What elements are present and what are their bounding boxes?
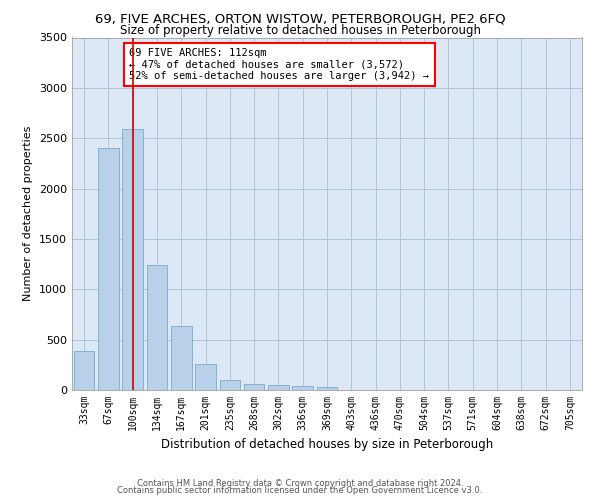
Text: Contains HM Land Registry data © Crown copyright and database right 2024.: Contains HM Land Registry data © Crown c… — [137, 478, 463, 488]
Bar — [244, 384, 265, 390]
Text: 69 FIVE ARCHES: 112sqm
← 47% of detached houses are smaller (3,572)
52% of semi-: 69 FIVE ARCHES: 112sqm ← 47% of detached… — [130, 48, 430, 82]
Bar — [195, 364, 216, 390]
Text: Contains public sector information licensed under the Open Government Licence v3: Contains public sector information licen… — [118, 486, 482, 495]
Bar — [220, 380, 240, 390]
Bar — [122, 129, 143, 390]
Bar — [317, 387, 337, 390]
X-axis label: Distribution of detached houses by size in Peterborough: Distribution of detached houses by size … — [161, 438, 493, 452]
Bar — [268, 385, 289, 390]
Text: Size of property relative to detached houses in Peterborough: Size of property relative to detached ho… — [119, 24, 481, 37]
Bar — [98, 148, 119, 390]
Bar — [292, 386, 313, 390]
Text: 69, FIVE ARCHES, ORTON WISTOW, PETERBOROUGH, PE2 6FQ: 69, FIVE ARCHES, ORTON WISTOW, PETERBORO… — [95, 12, 505, 26]
Bar — [74, 350, 94, 390]
Bar — [146, 264, 167, 390]
Bar — [171, 326, 191, 390]
Y-axis label: Number of detached properties: Number of detached properties — [23, 126, 34, 302]
